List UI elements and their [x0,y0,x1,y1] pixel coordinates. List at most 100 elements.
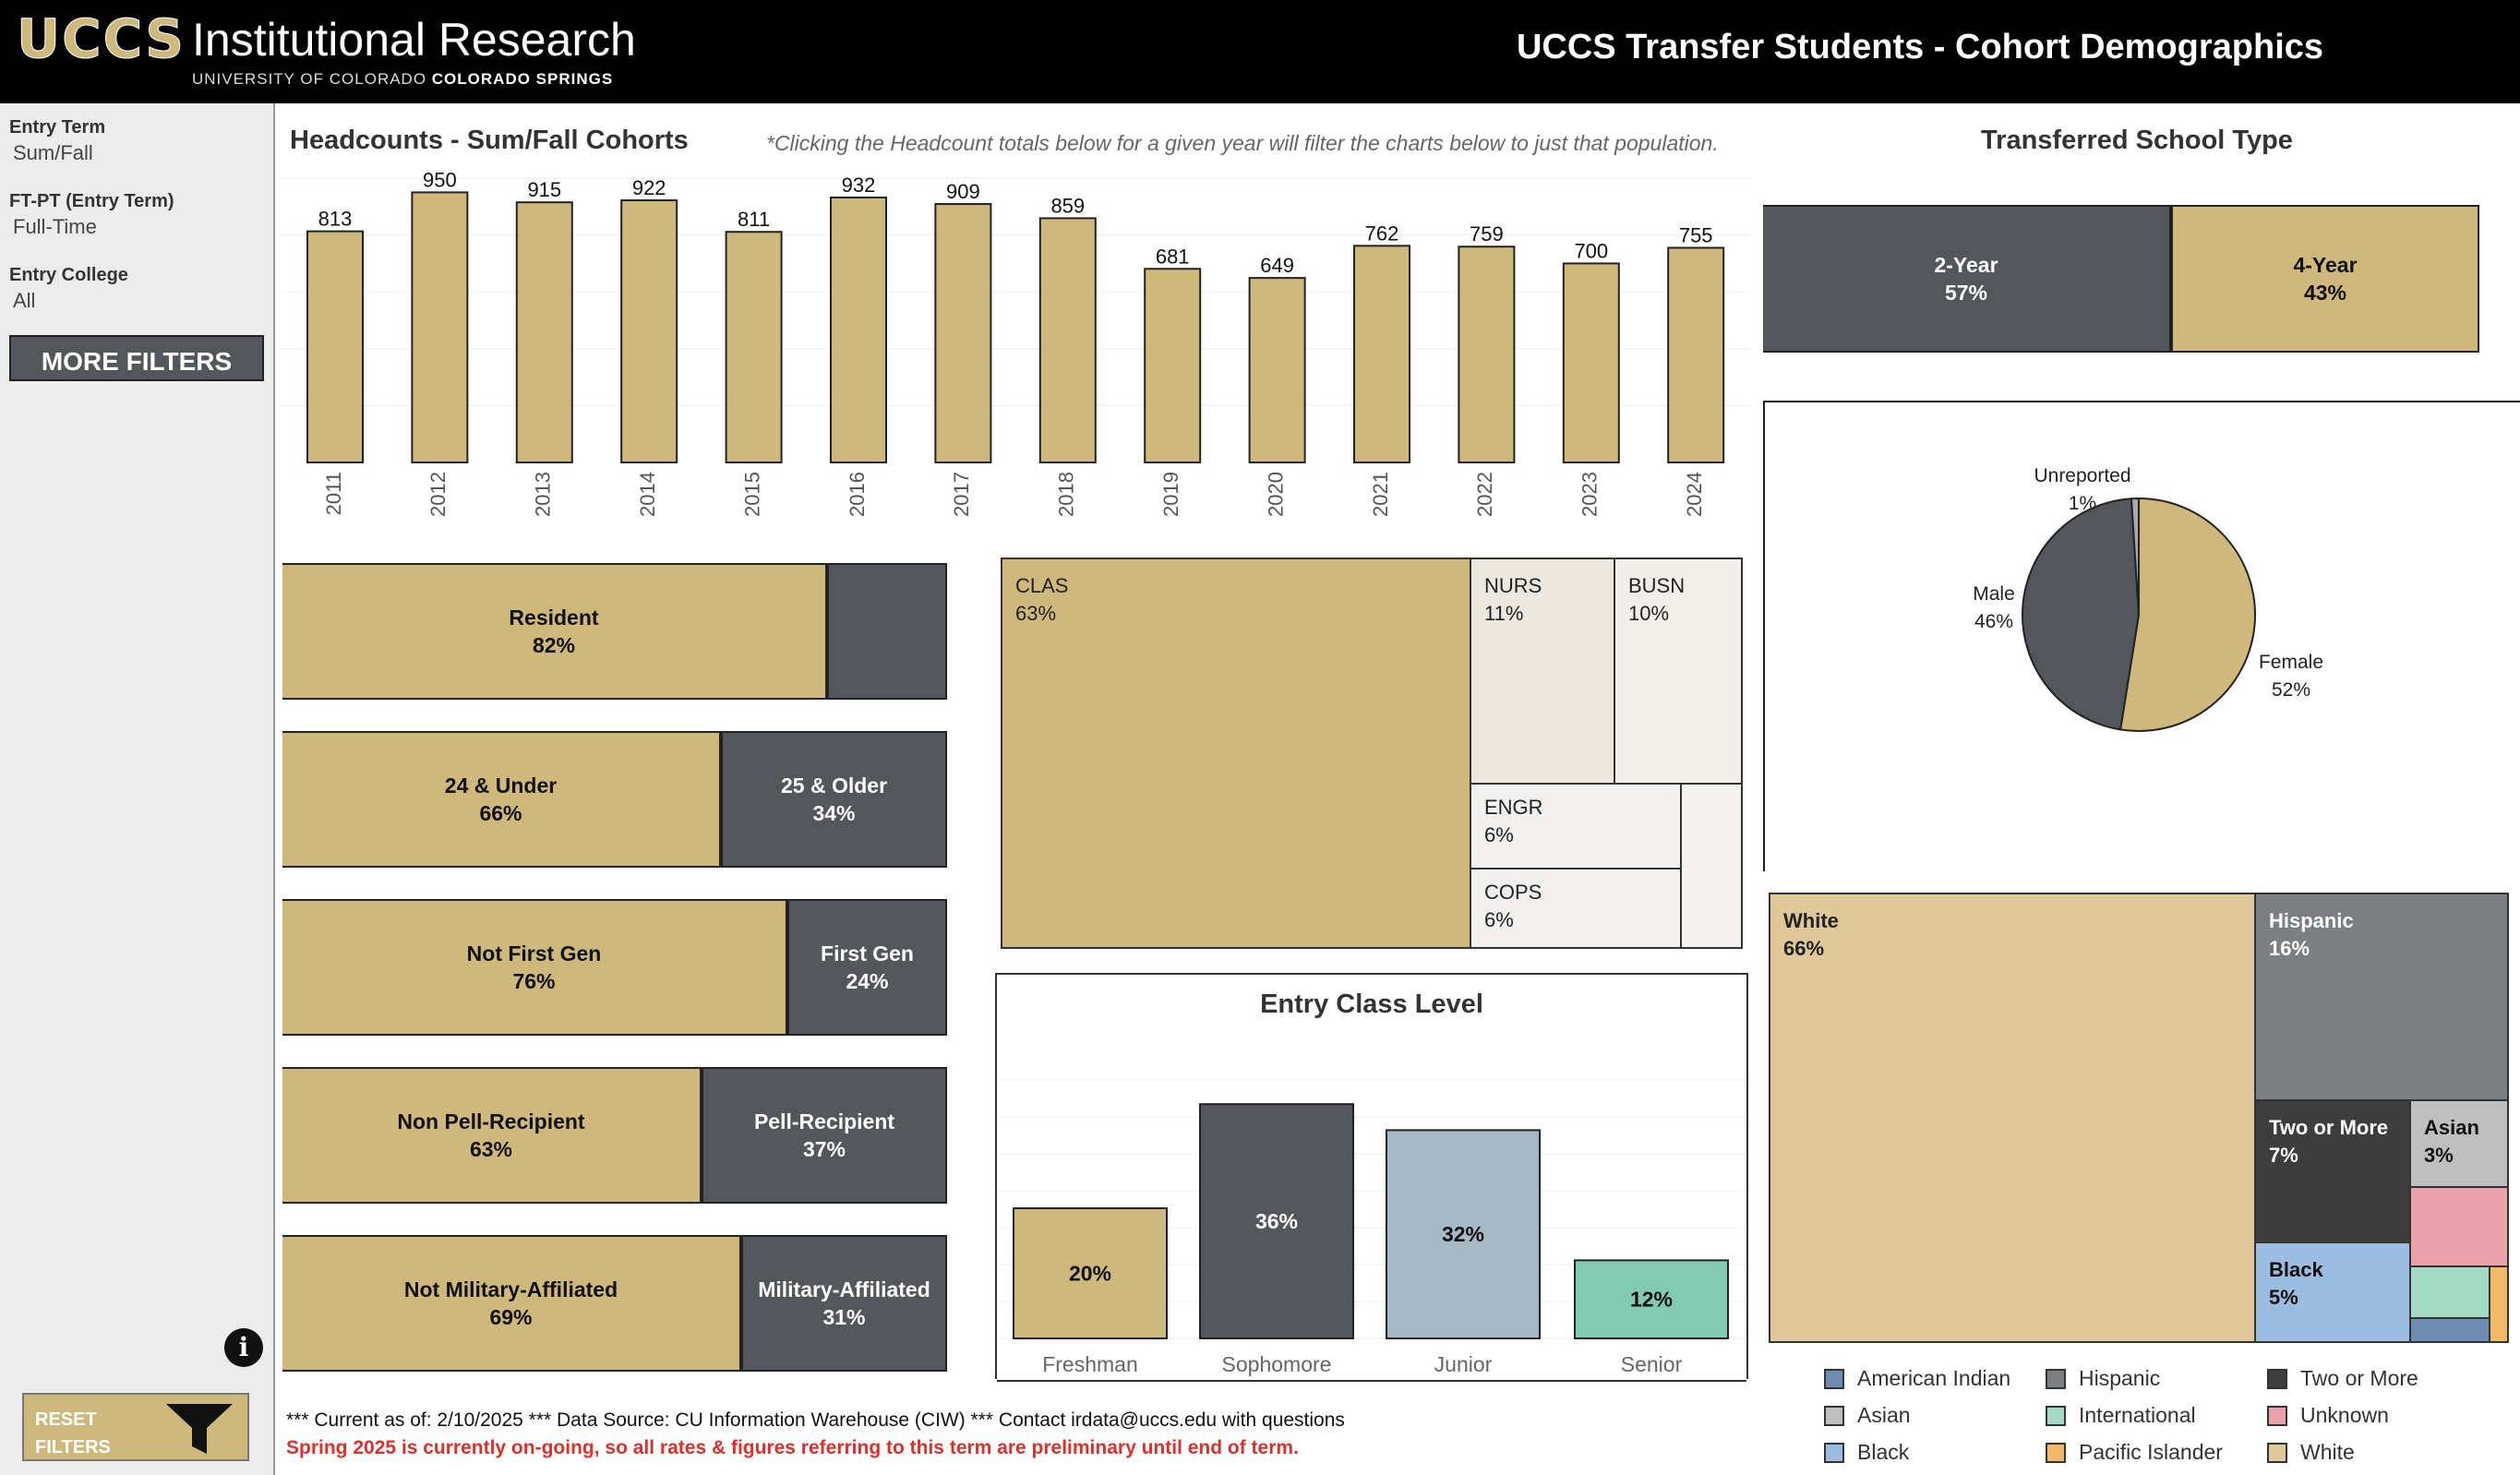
headcount-bar[interactable] [411,191,469,464]
headcount-bar[interactable] [1038,217,1097,463]
headcount-bar[interactable] [725,231,783,463]
split-bar[interactable]: Not Military-Affiliated 69% Military-Affil… [282,1235,947,1372]
split-bar[interactable]: Resident 82% [282,563,947,700]
legend-swatch[interactable] [2267,1369,2287,1389]
info-icon[interactable]: i [224,1328,263,1367]
ethnicity-cell-unknown[interactable] [2411,1188,2507,1267]
legend-swatch[interactable] [2046,1369,2066,1389]
split-right-segment[interactable] [827,563,947,700]
legend-swatch[interactable] [1824,1443,1844,1463]
legend-label[interactable]: Hispanic [2079,1366,2161,1390]
legend-label[interactable]: Two or More [2300,1366,2418,1390]
entry-class-bar[interactable] [1574,1259,1729,1339]
headcount-value-label[interactable]: 681 [1156,245,1190,268]
asian-label: Asian [2424,1116,2479,1139]
headcount-value-label[interactable]: 950 [423,171,457,191]
ethnicity-cell-two-or-more[interactable]: Two or More 7% [2256,1101,2411,1243]
filter-ftpt-value[interactable]: Full-Time [13,215,97,238]
treemap-cell-engr[interactable]: ENGR 6% [1471,785,1682,869]
ethnicity-cell-hispanic[interactable]: Hispanic 16% [2256,894,2507,1101]
ethnicity-cell-black[interactable]: Black 5% [2256,1243,2411,1341]
headcount-value-label[interactable]: 909 [946,180,980,203]
clas-label: CLAS [1015,574,1069,597]
headcount-value-label[interactable]: 762 [1365,222,1399,245]
headcount-bar[interactable] [1562,262,1620,464]
legend-label[interactable]: Asian [1857,1403,1911,1427]
ethnicity-cell-pacific-islander[interactable] [2490,1267,2507,1341]
split-left-segment[interactable]: Resident 82% [282,563,827,700]
split-left-segment[interactable]: 24 & Under 66% [282,731,721,868]
headcount-bar[interactable] [306,230,364,464]
filter-entry-term-label: Entry Term [9,117,106,138]
legend-swatch[interactable] [2046,1443,2066,1463]
legend-label[interactable]: American Indian [1857,1366,2011,1390]
treemap-cell-nurs[interactable]: NURS 11% [1471,559,1615,785]
split-right-segment[interactable]: Military-Affiliated 31% [741,1235,947,1372]
split-bar[interactable]: Non Pell-Recipient 63% Pell-Recipient 37% [282,1067,947,1204]
headcount-bar[interactable] [1144,268,1202,463]
split-left-segment[interactable]: Not First Gen 76% [282,899,787,1036]
entry-class-bar[interactable] [1199,1103,1354,1339]
headcount-value-label[interactable]: 932 [842,174,876,197]
headcount-bar[interactable] [830,196,887,463]
headcount-bar[interactable] [1667,246,1725,463]
split-bar[interactable]: Not First Gen 76% First Gen 24% [282,899,947,1036]
headcount-bar[interactable] [515,201,573,464]
filter-entry-term-value[interactable]: Sum/Fall [13,141,93,164]
ethnicity-cell-white[interactable]: White 66% [1770,894,2256,1341]
headcount-value-label[interactable]: 700 [1574,239,1608,262]
legend-swatch[interactable] [2267,1406,2287,1426]
pie-slice[interactable] [2130,497,2140,616]
school-type-segment[interactable]: 2-Year 57% [1763,205,2171,353]
headcount-value-label[interactable]: 811 [738,208,770,231]
ethnicity-cell-asian[interactable]: Asian 3% [2411,1101,2507,1188]
headcount-value-label[interactable]: 813 [318,208,353,231]
split-left-pct: 76% [512,969,556,993]
split-bar[interactable]: 24 & Under 66% 25 & Older 34% [282,731,947,868]
pie-slice[interactable] [2118,497,2256,732]
ethnicity-cell-international[interactable] [2411,1267,2490,1319]
ethnicity-cell-american-indian[interactable] [2411,1319,2490,1341]
legend-label[interactable]: Unknown [2300,1403,2389,1427]
split-right-segment[interactable]: Pell-Recipient 37% [702,1067,947,1204]
logo-subtitle-bold: COLORADO SPRINGS [431,70,614,88]
split-left-segment[interactable]: Not Military-Affiliated 69% [282,1235,741,1372]
ethnicity-treemap: White 66% Hispanic 16% Two or More 7% As… [1769,893,2509,1343]
gender-pie-chart[interactable]: Female 52% Male 46% Unreported 1% [1938,452,2326,785]
split-right-segment[interactable]: First Gen 24% [787,899,947,1036]
pie-slice[interactable] [2022,498,2141,731]
split-right-segment[interactable]: 25 & Older 34% [721,731,947,868]
headcount-bar[interactable] [1458,246,1516,463]
headcount-bar[interactable] [1248,277,1306,463]
headcount-value-label[interactable]: 859 [1050,194,1085,217]
legend-swatch[interactable] [1824,1369,1844,1389]
entry-class-bar[interactable] [1013,1207,1168,1339]
split-left-pct: 66% [479,801,522,825]
legend-label[interactable]: Black [1857,1440,1910,1464]
reset-filters-button[interactable]: RESET FILTERS [22,1393,249,1461]
school-type-segment[interactable]: 4-Year 43% [2171,205,2479,353]
legend-label[interactable]: White [2300,1440,2355,1464]
legend-label[interactable]: Pacific Islander [2079,1440,2223,1464]
headcount-bar[interactable] [620,199,678,464]
headcount-bar[interactable] [1353,245,1410,463]
legend-swatch[interactable] [2267,1443,2287,1463]
treemap-cell-busn[interactable]: BUSN 10% [1615,559,1741,785]
entry-class-bar[interactable] [1386,1129,1541,1340]
more-filters-button[interactable]: MORE FILTERS [9,335,264,381]
legend-label[interactable]: International [2079,1403,2196,1427]
school-type-bar[interactable]: 2-Year 57% 4-Year 43% [1763,205,2479,353]
headcount-value-label[interactable]: 915 [527,178,561,201]
legend-swatch[interactable] [2046,1406,2066,1426]
headcounts-note: *Clicking the Headcount totals below for… [766,131,1719,155]
filter-entry-college-value[interactable]: All [13,289,36,312]
treemap-cell-cops[interactable]: COPS 6% [1471,869,1682,947]
headcount-value-label[interactable]: 649 [1260,254,1294,277]
headcount-value-label[interactable]: 759 [1470,222,1504,246]
headcount-value-label[interactable]: 755 [1679,223,1713,246]
headcount-bar[interactable] [934,203,992,463]
treemap-cell-clas[interactable]: CLAS 63% [1002,559,1471,947]
split-left-segment[interactable]: Non Pell-Recipient 63% [282,1067,702,1204]
headcount-value-label[interactable]: 922 [632,176,666,199]
legend-swatch[interactable] [1824,1406,1844,1426]
